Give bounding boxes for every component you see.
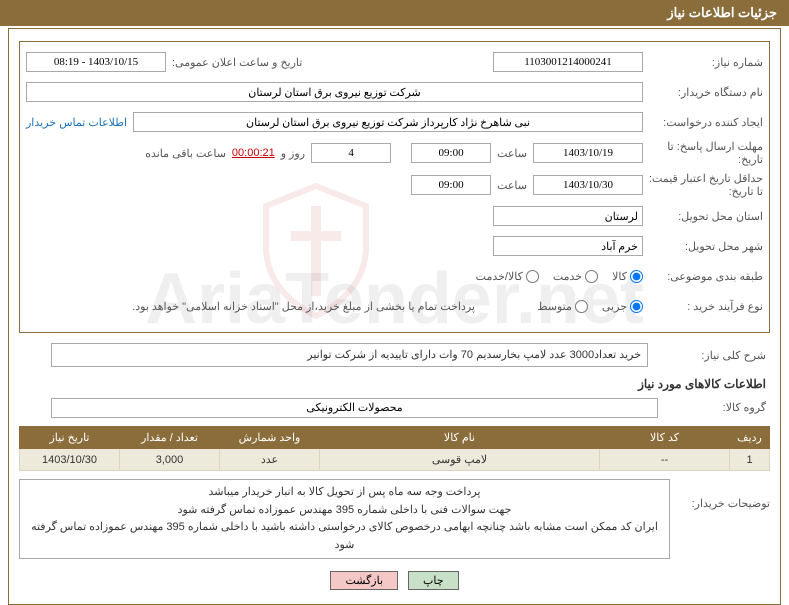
announce-datetime-label: تاریخ و ساعت اعلان عمومی: xyxy=(166,56,302,69)
buyer-note-line: ایران کد ممکن است مشابه باشد چنانچه ابها… xyxy=(24,519,665,554)
table-cell: عدد xyxy=(220,449,320,471)
row-delivery-province: استان محل تحویل: xyxy=(26,204,763,228)
category-radio-group: کالا خدمت کالا/خدمت xyxy=(476,270,643,283)
general-desc-row: شرح کلی نیاز: خرید تعداد3000 عدد لامپ بخ… xyxy=(11,343,778,367)
radio-goods-service-input[interactable] xyxy=(526,270,539,283)
countdown-timer: 00:00:21 xyxy=(232,147,275,159)
buyer-note-line: جهت سوالات فنی با داخلی شماره 395 مهندس … xyxy=(24,502,665,520)
page-title: جزئیات اطلاعات نیاز xyxy=(667,5,777,20)
process-type-label: نوع فرآیند خرید : xyxy=(643,300,763,313)
table-cell: 1403/10/30 xyxy=(20,449,120,471)
radio-service[interactable]: خدمت xyxy=(553,270,598,283)
buyer-notes-label: توضیحات خریدار: xyxy=(670,479,770,559)
need-number-input[interactable] xyxy=(493,52,643,72)
table-row: 1--لامپ قوسیعدد3,0001403/10/30 xyxy=(20,449,770,471)
days-remaining-input[interactable] xyxy=(311,143,391,163)
page-header: جزئیات اطلاعات نیاز xyxy=(0,0,789,26)
price-validity-date-input[interactable] xyxy=(533,175,643,195)
table-header-cell: نام کالا xyxy=(320,427,600,449)
row-price-validity: حداقل تاریخ اعتبار قیمت: تا تاریخ: ساعت xyxy=(26,172,763,198)
buyer-notes-row: توضیحات خریدار: پرداخت وجه سه ماه پس از … xyxy=(19,479,770,559)
delivery-city-label: شهر محل تحویل: xyxy=(643,240,763,253)
row-need-number: شماره نیاز: تاریخ و ساعت اعلان عمومی: xyxy=(26,50,763,74)
delivery-province-label: استان محل تحویل: xyxy=(643,210,763,223)
table-header-cell: ردیف xyxy=(730,427,770,449)
table-cell: لامپ قوسی xyxy=(320,449,600,471)
price-validity-time-input[interactable] xyxy=(411,175,491,195)
goods-table: ردیفکد کالانام کالاواحد شمارشتعداد / مقد… xyxy=(19,426,770,471)
radio-goods-service[interactable]: کالا/خدمت xyxy=(476,270,539,283)
announce-datetime-input[interactable] xyxy=(26,52,166,72)
general-desc-box: خرید تعداد3000 عدد لامپ بخارسدیم 70 وات … xyxy=(51,343,648,367)
price-validity-label: حداقل تاریخ اعتبار قیمت: تا تاریخ: xyxy=(643,172,763,198)
content-area: شماره نیاز: تاریخ و ساعت اعلان عمومی: نا… xyxy=(9,29,780,604)
process-radio-group: جزیی متوسط xyxy=(483,300,643,313)
time-label-2: ساعت xyxy=(491,179,533,192)
goods-section-title: اطلاعات کالاهای مورد نیاز xyxy=(23,377,766,391)
radio-goods[interactable]: کالا xyxy=(612,270,643,283)
buyer-note-line: پرداخت وجه سه ماه پس از تحویل کالا به ان… xyxy=(24,484,665,502)
row-buyer-org: نام دستگاه خریدار: xyxy=(26,80,763,104)
radio-medium-input[interactable] xyxy=(575,300,588,313)
goods-group-input[interactable] xyxy=(51,398,658,418)
buyer-org-input[interactable] xyxy=(26,82,643,102)
row-category: طبقه بندی موضوعی: کالا خدمت کالا/خدمت xyxy=(26,264,763,288)
reply-deadline-time-input[interactable] xyxy=(411,143,491,163)
delivery-province-input[interactable] xyxy=(493,206,643,226)
payment-note: پرداخت تمام یا بخشی از مبلغ خرید،از محل … xyxy=(132,300,483,313)
radio-medium[interactable]: متوسط xyxy=(537,300,588,313)
table-header-row: ردیفکد کالانام کالاواحد شمارشتعداد / مقد… xyxy=(20,427,770,449)
time-label-1: ساعت xyxy=(491,147,533,160)
need-number-label: شماره نیاز: xyxy=(643,56,763,69)
days-and-label: روز و xyxy=(275,147,311,160)
buyer-notes-box: پرداخت وجه سه ماه پس از تحویل کالا به ان… xyxy=(19,479,670,559)
radio-partial-input[interactable] xyxy=(630,300,643,313)
radio-partial[interactable]: جزیی xyxy=(602,300,643,313)
row-process-type: نوع فرآیند خرید : جزیی متوسط پرداخت تمام… xyxy=(26,294,763,318)
table-header-cell: کد کالا xyxy=(600,427,730,449)
delivery-city-input[interactable] xyxy=(493,236,643,256)
row-delivery-city: شهر محل تحویل: xyxy=(26,234,763,258)
reply-deadline-label: مهلت ارسال پاسخ: تا تاریخ: xyxy=(643,140,763,166)
remaining-label: ساعت باقی مانده xyxy=(139,147,232,160)
requester-input[interactable] xyxy=(133,112,643,132)
row-requester: ایجاد کننده درخواست: اطلاعات تماس خریدار xyxy=(26,110,763,134)
table-header-cell: تاریخ نیاز xyxy=(20,427,120,449)
requester-label: ایجاد کننده درخواست: xyxy=(643,116,763,129)
radio-goods-input[interactable] xyxy=(630,270,643,283)
reply-deadline-date-input[interactable] xyxy=(533,143,643,163)
goods-group-label: گروه کالا: xyxy=(658,397,778,418)
table-cell: 3,000 xyxy=(120,449,220,471)
radio-service-input[interactable] xyxy=(585,270,598,283)
contact-link[interactable]: اطلاعات تماس خریدار xyxy=(26,116,133,129)
row-reply-deadline: مهلت ارسال پاسخ: تا تاریخ: ساعت روز و 00… xyxy=(26,140,763,166)
general-desc-label: شرح کلی نیاز: xyxy=(658,345,778,366)
buyer-org-label: نام دستگاه خریدار: xyxy=(643,86,763,99)
outer-container: شماره نیاز: تاریخ و ساعت اعلان عمومی: نا… xyxy=(8,28,781,605)
back-button[interactable]: بازگشت xyxy=(330,571,398,590)
main-fieldset: شماره نیاز: تاریخ و ساعت اعلان عمومی: نا… xyxy=(19,41,770,333)
table-cell: -- xyxy=(600,449,730,471)
button-row: چاپ بازگشت xyxy=(11,571,778,590)
table-header-cell: واحد شمارش xyxy=(220,427,320,449)
category-label: طبقه بندی موضوعی: xyxy=(643,270,763,283)
table-header-cell: تعداد / مقدار xyxy=(120,427,220,449)
goods-group-row: گروه کالا: xyxy=(11,397,778,418)
table-cell: 1 xyxy=(730,449,770,471)
print-button[interactable]: چاپ xyxy=(408,571,459,590)
